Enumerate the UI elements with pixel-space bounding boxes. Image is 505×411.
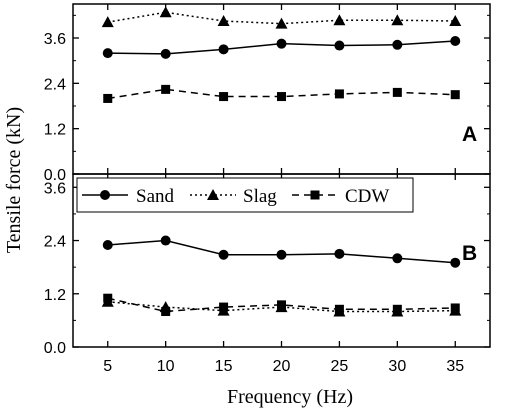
panel-b: 0.0 1.2 2.4 3.6 5 10 15 20 25 30 35 B Sand Slag CDW (44, 173, 491, 375)
data-point-cdw (334, 89, 344, 99)
x-tick-label: 10 (157, 358, 175, 375)
y-tick-label: 3.6 (44, 31, 66, 48)
x-axis-label: Frequency (Hz) (227, 386, 353, 408)
panel-label: A (462, 123, 477, 146)
legend-marker-cdw (310, 190, 320, 200)
data-point-cdw (161, 307, 171, 317)
y-tick-label: 3.6 (44, 180, 66, 197)
data-point-sand (160, 48, 171, 59)
legend: Sand Slag CDW (76, 177, 414, 213)
data-point-sand (334, 248, 345, 259)
data-point-sand (102, 239, 113, 250)
legend-label-slag: Slag (243, 186, 277, 207)
data-point-slag (333, 14, 346, 26)
data-point-sand (102, 48, 113, 59)
data-point-cdw (392, 87, 402, 97)
data-point-slag (275, 17, 288, 29)
data-point-cdw (277, 92, 286, 102)
data-point-sand (218, 249, 229, 260)
y-tick-label: 1.2 (44, 287, 66, 304)
x-tick-label: 30 (388, 358, 406, 375)
x-tick-label: 5 (103, 358, 112, 375)
x-tick-label: 25 (331, 358, 349, 375)
panel-a: 0.0 1.2 2.4 3.6 A (44, 3, 491, 184)
data-point-sand (218, 44, 229, 55)
data-point-cdw (103, 93, 113, 103)
data-point-slag (159, 6, 172, 18)
y-tick-label: 1.2 (44, 122, 66, 139)
data-point-sand (160, 235, 171, 246)
legend-label-cdw: CDW (345, 186, 389, 207)
data-point-cdw (450, 303, 460, 313)
panel-label: B (462, 242, 477, 265)
legend-box (76, 177, 414, 213)
x-tick-label: 35 (446, 358, 464, 375)
y-tick-label: 0.0 (44, 167, 66, 184)
data-point-slag (449, 15, 462, 26)
data-point-cdw (392, 304, 402, 314)
data-point-slag (391, 14, 404, 26)
data-point-cdw (219, 302, 229, 312)
legend-marker-sand (100, 190, 110, 200)
y-tick-label: 0.0 (44, 340, 66, 357)
data-point-cdw (161, 84, 171, 94)
data-point-sand (276, 38, 287, 49)
data-point-sand (392, 253, 403, 264)
x-tick-label: 15 (215, 358, 233, 375)
data-point-cdw (277, 300, 286, 310)
data-point-sand (392, 39, 403, 50)
x-tick-label: 20 (273, 358, 291, 375)
data-point-sand (450, 36, 461, 47)
legend-label-sand: Sand (136, 186, 175, 207)
data-point-cdw (450, 90, 460, 100)
data-point-sand (450, 257, 461, 268)
data-point-cdw (334, 304, 344, 314)
y-tick-label: 2.4 (44, 234, 66, 251)
data-point-cdw (219, 92, 229, 102)
data-point-sand (276, 249, 287, 260)
legend-marker-slag (207, 189, 219, 200)
data-point-slag (217, 15, 230, 26)
data-point-cdw (103, 293, 113, 303)
data-point-slag (101, 16, 114, 28)
y-tick-label: 2.4 (44, 76, 66, 93)
y-axis-label: Tensile force (kN) (3, 107, 25, 253)
data-point-sand (334, 40, 345, 51)
